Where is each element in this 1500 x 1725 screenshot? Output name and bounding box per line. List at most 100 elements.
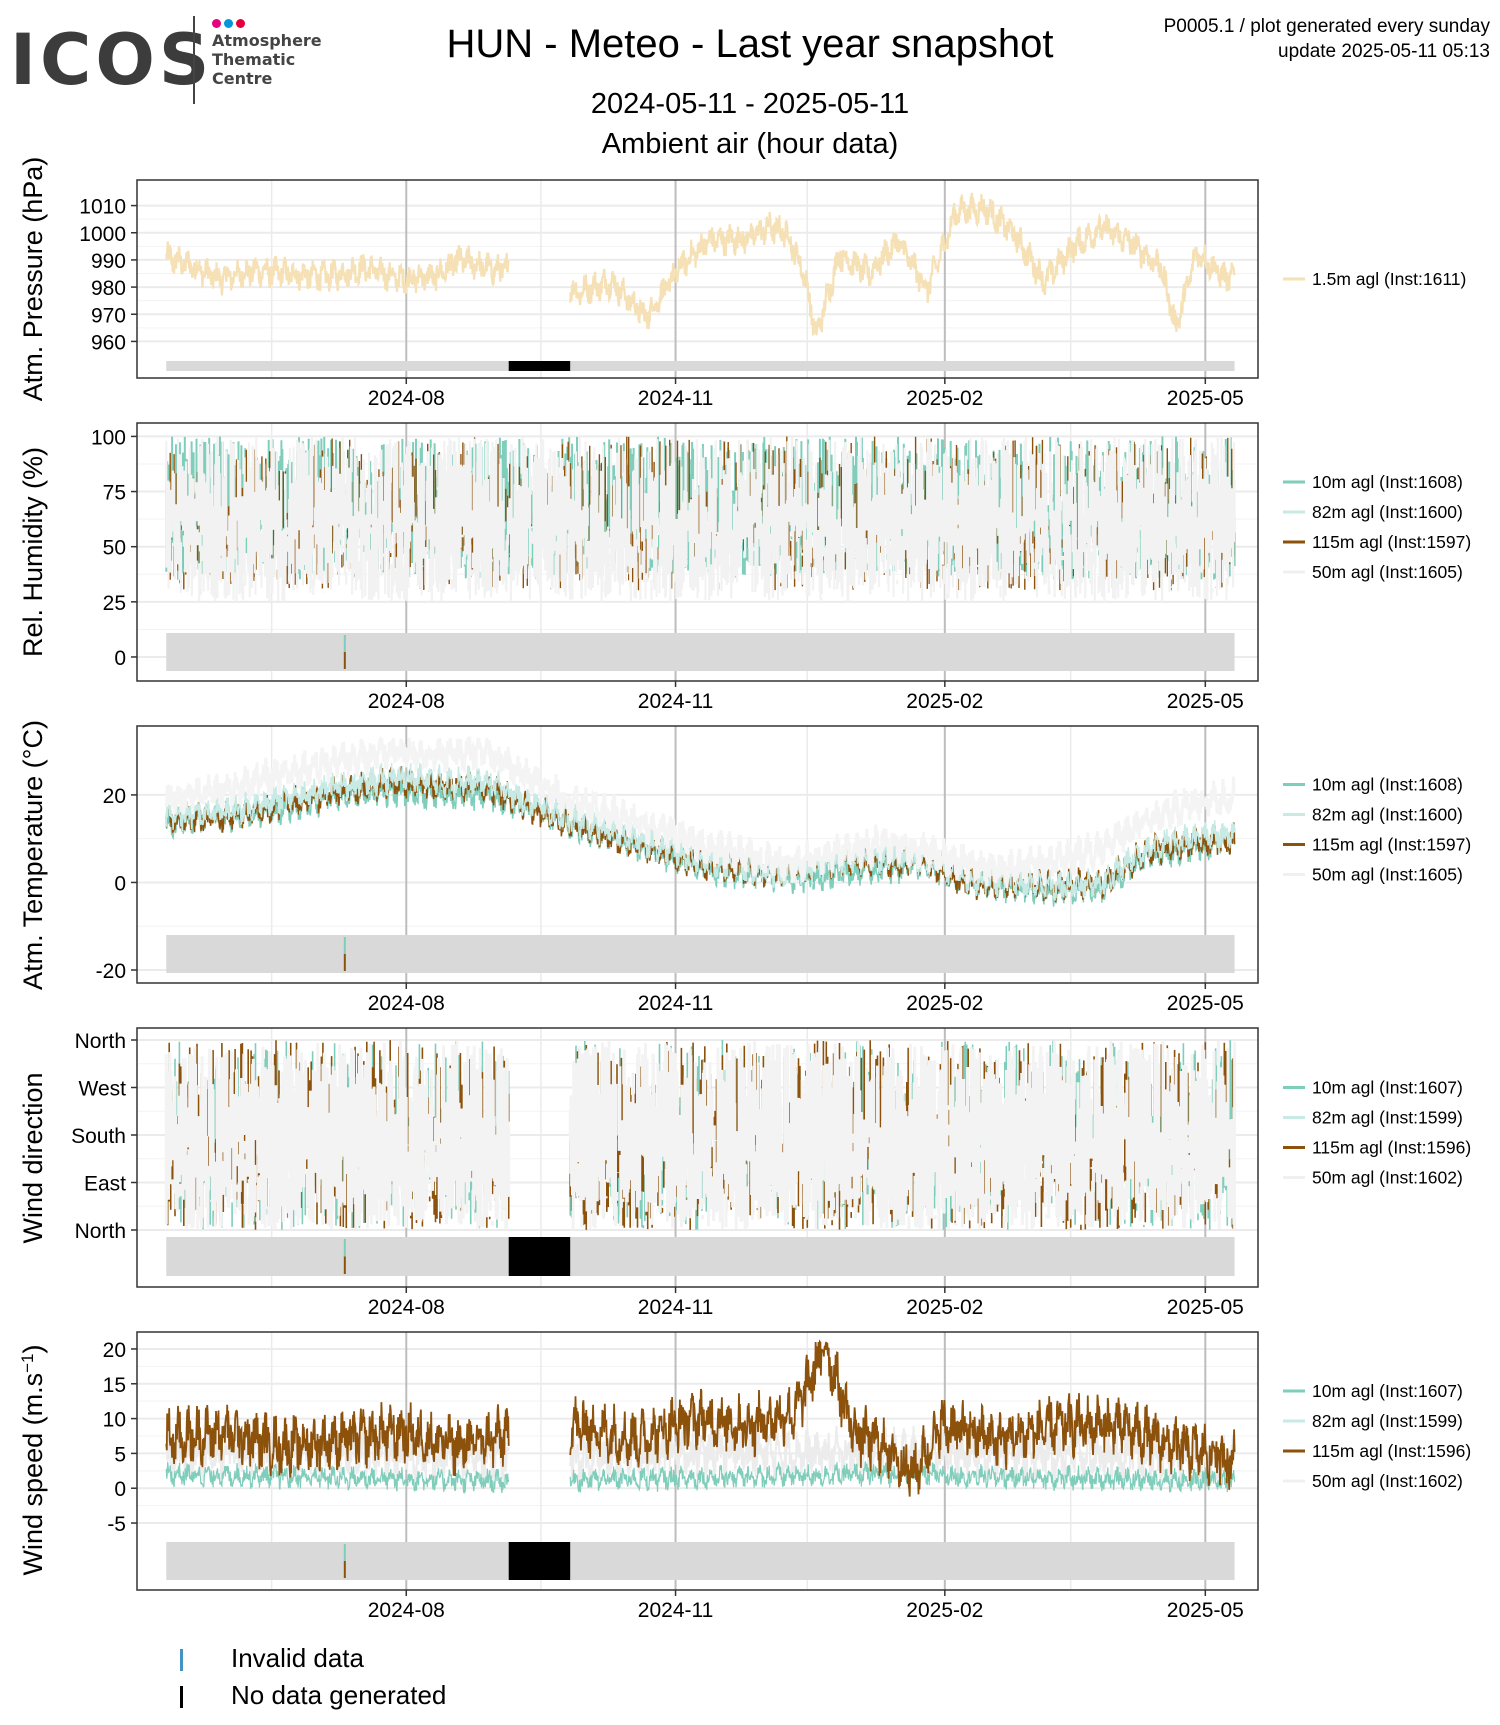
y-axis-label: Atm. Temperature (°C): [18, 720, 48, 990]
series-temp-1: [165, 762, 1236, 902]
legend-label: 50m agl (Inst:1602): [1312, 1471, 1463, 1491]
plot-border: [136, 179, 1259, 379]
status-band: [166, 1237, 1235, 1276]
meta-line-2: update 2025-05-11 05:13: [1278, 41, 1490, 62]
y-tick-label: 1010: [79, 196, 126, 219]
y-tick-label: 50: [103, 537, 126, 560]
chart-subtitle: Ambient air (hour data): [601, 128, 899, 160]
series-ws-115m: [165, 1402, 510, 1478]
plot-meta: P0005.1 / plot generated every sunday up…: [1164, 14, 1490, 64]
y-tick-label: West: [79, 1078, 127, 1101]
legend-label: 82m agl (Inst:1600): [1312, 805, 1463, 825]
y-tick-label: 960: [91, 331, 126, 354]
plot-area: [137, 180, 1258, 378]
logo-dot-blue: [224, 19, 233, 28]
series-wd-50m: [164, 1040, 1237, 1230]
legend-label: 115m agl (Inst:1597): [1312, 532, 1471, 552]
date-range: 2024-05-11 - 2025-05-11: [590, 88, 910, 120]
legend-invalid: Invalid data: [180, 1643, 364, 1674]
logo-dots: [212, 15, 248, 33]
y-tick-label: 25: [103, 592, 126, 615]
x-tick-label: 2025-02: [906, 387, 983, 410]
y-axis-label: Rel. Humidity (%): [18, 447, 48, 657]
nodata-marker: [508, 1542, 571, 1580]
y-axis-label-end: ): [18, 1345, 48, 1354]
x-tick-label: 2025-02: [906, 1599, 983, 1622]
x-tick-label: 2024-08: [368, 1296, 445, 1319]
panel-5: -5 0 5 10 15 20 2024-08 2024-11 2025-02 2025-05 Wi…: [18, 1331, 1471, 1622]
nodata-marker: [508, 361, 571, 371]
legend-label: 50m agl (Inst:1605): [1312, 865, 1463, 885]
series-ws-115m: [569, 1339, 1236, 1497]
x-tick-label: 2025-02: [906, 992, 983, 1015]
x-tick-label: 2024-08: [368, 992, 445, 1015]
x-tick-label: 2024-11: [638, 387, 714, 410]
x-tick-label: 2024-11: [638, 1599, 714, 1622]
y-tick-label: 20: [103, 785, 126, 808]
x-tick-label: 2025-05: [1167, 387, 1244, 410]
legend-label: 82m agl (Inst:1600): [1312, 502, 1463, 522]
legend-label: 10m agl (Inst:1607): [1312, 1078, 1463, 1098]
series-pressure: [569, 192, 1236, 336]
y-tick-label: East: [84, 1173, 126, 1196]
y-tick-label: -5: [107, 1513, 126, 1536]
y-tick-label: 15: [103, 1374, 126, 1397]
legend-label: 115m agl (Inst:1596): [1312, 1441, 1471, 1461]
legend-label: 50m agl (Inst:1602): [1312, 1168, 1463, 1188]
x-tick-label: 2025-05: [1167, 992, 1244, 1015]
x-tick-label: 2024-11: [638, 690, 714, 713]
y-tick-label: South: [71, 1125, 126, 1148]
y-tick-label: North: [75, 1220, 126, 1243]
legend-nodata: No data generated: [180, 1680, 446, 1711]
status-band: [166, 935, 1235, 973]
y-tick-label: 0: [114, 1478, 126, 1501]
y-tick-label: 990: [91, 250, 126, 273]
panel-1: 960 970 980 990 1000 1010 2024-08 2024-11 2025-0…: [18, 157, 1466, 410]
legend-label: 10m agl (Inst:1608): [1312, 775, 1463, 795]
panel-2: 0 25 50 75 100 2024-08 2024-11 2025-02 2025-05 Re…: [18, 422, 1471, 713]
y-tick-label: 980: [91, 277, 126, 300]
x-tick-label: 2024-08: [368, 387, 445, 410]
y-tick-label: 100: [91, 426, 126, 449]
legend-label: 10m agl (Inst:1608): [1312, 472, 1463, 492]
status-band: [166, 361, 1235, 371]
series-ws-10m: [165, 1461, 510, 1495]
status-band: [166, 1542, 1235, 1580]
logo-line-3: Centre: [212, 69, 273, 88]
panel-4: North East South West North 2024-08 2024-11 202…: [18, 1027, 1471, 1319]
status-band: [166, 633, 1235, 671]
series-layer: [165, 192, 1236, 336]
legend-label: 1.5m agl (Inst:1611): [1312, 269, 1466, 289]
series-rh-50m: [165, 436, 1236, 602]
x-tick-label: 2025-05: [1167, 1296, 1244, 1319]
series-pressure: [165, 241, 510, 296]
nodata-mark: [180, 1686, 183, 1709]
y-tick-label: 10: [103, 1409, 126, 1432]
x-tick-label: 2024-11: [638, 1296, 714, 1319]
legend-label: 115m agl (Inst:1597): [1312, 835, 1471, 855]
y-tick-label: 1000: [79, 223, 126, 246]
panel-3: -20 0 20 2024-08 2024-11 2025-02 2025-05 Atm. T…: [18, 720, 1471, 1015]
logo-line-1: Atmosphere: [212, 31, 322, 50]
series-layer: [164, 735, 1236, 907]
logo-dot-red: [236, 19, 245, 28]
plot-border: [136, 1027, 1259, 1288]
series-layer: [164, 1040, 1237, 1230]
series-layer: [165, 436, 1236, 602]
y-tick-label: 75: [103, 482, 126, 505]
y-tick-label: 0: [114, 647, 126, 670]
x-tick-label: 2025-05: [1167, 1599, 1244, 1622]
legend-label: 82m agl (Inst:1599): [1312, 1108, 1463, 1128]
icos-logo-word: ICOS: [10, 19, 214, 101]
logo-dot-pink: [212, 19, 221, 28]
meta-line-1: P0005.1 / plot generated every sunday: [1163, 16, 1490, 37]
logo-subtitle: Atmosphere Thematic Centre: [212, 31, 322, 88]
y-axis-label: Wind direction: [18, 1072, 48, 1243]
legend-invalid-label: Invalid data: [231, 1643, 364, 1673]
chart-title: HUN - Meteo - Last year snapshot: [446, 22, 1054, 66]
plot-border: [136, 1331, 1259, 1591]
series-temp-3: [164, 735, 1236, 889]
y-tick-label: 5: [114, 1443, 126, 1466]
x-tick-label: 2025-02: [906, 690, 983, 713]
